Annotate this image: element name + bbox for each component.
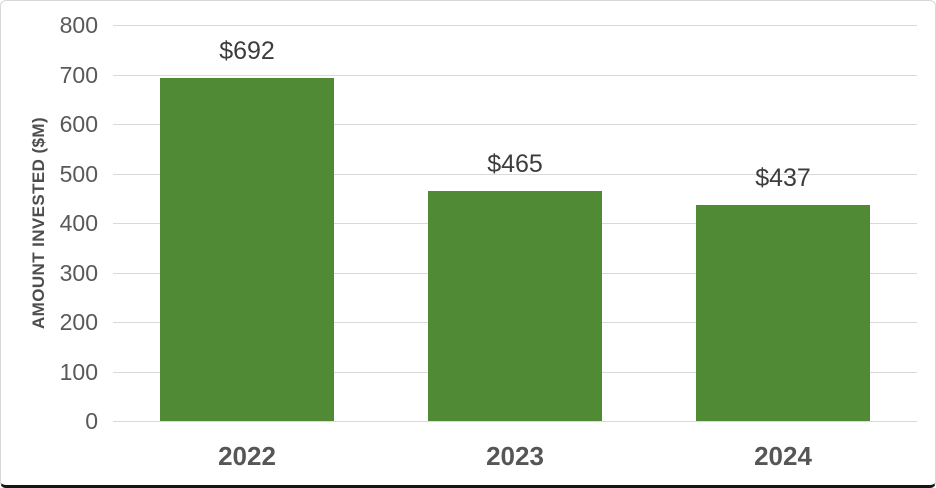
bar-value-label: $437 bbox=[755, 163, 811, 192]
bar-group: $465 bbox=[428, 25, 602, 421]
x-tick-label: 2023 bbox=[486, 441, 544, 471]
x-tick-label: 2022 bbox=[218, 441, 276, 471]
y-tick-label: 0 bbox=[85, 408, 98, 434]
bar-value-label: $692 bbox=[219, 37, 275, 66]
gridline bbox=[113, 173, 917, 175]
x-tick-label: 2024 bbox=[754, 441, 812, 471]
y-tick-label: 200 bbox=[59, 309, 98, 335]
bar bbox=[428, 190, 602, 421]
y-tick-label: 600 bbox=[59, 111, 98, 137]
bar-group: $437 bbox=[696, 25, 870, 421]
bar-value-label: $465 bbox=[487, 149, 543, 178]
y-tick-label: 800 bbox=[59, 12, 98, 38]
y-tick-label: 400 bbox=[59, 210, 98, 236]
gridline bbox=[113, 74, 917, 76]
bar-group: $692 bbox=[160, 25, 334, 421]
gridline bbox=[113, 421, 917, 422]
y-tick-label: 700 bbox=[59, 61, 98, 88]
bar bbox=[160, 78, 334, 421]
gridline bbox=[113, 25, 917, 26]
y-tick-label: 500 bbox=[59, 160, 98, 187]
y-tick-label: 300 bbox=[59, 259, 98, 286]
gridline bbox=[113, 124, 917, 125]
bar bbox=[696, 204, 870, 421]
y-tick-label: 100 bbox=[59, 358, 98, 385]
plot-area: 0 100 200 300 400 500 600 700 800 $692 2022 $465 202… bbox=[60, 13, 917, 471]
